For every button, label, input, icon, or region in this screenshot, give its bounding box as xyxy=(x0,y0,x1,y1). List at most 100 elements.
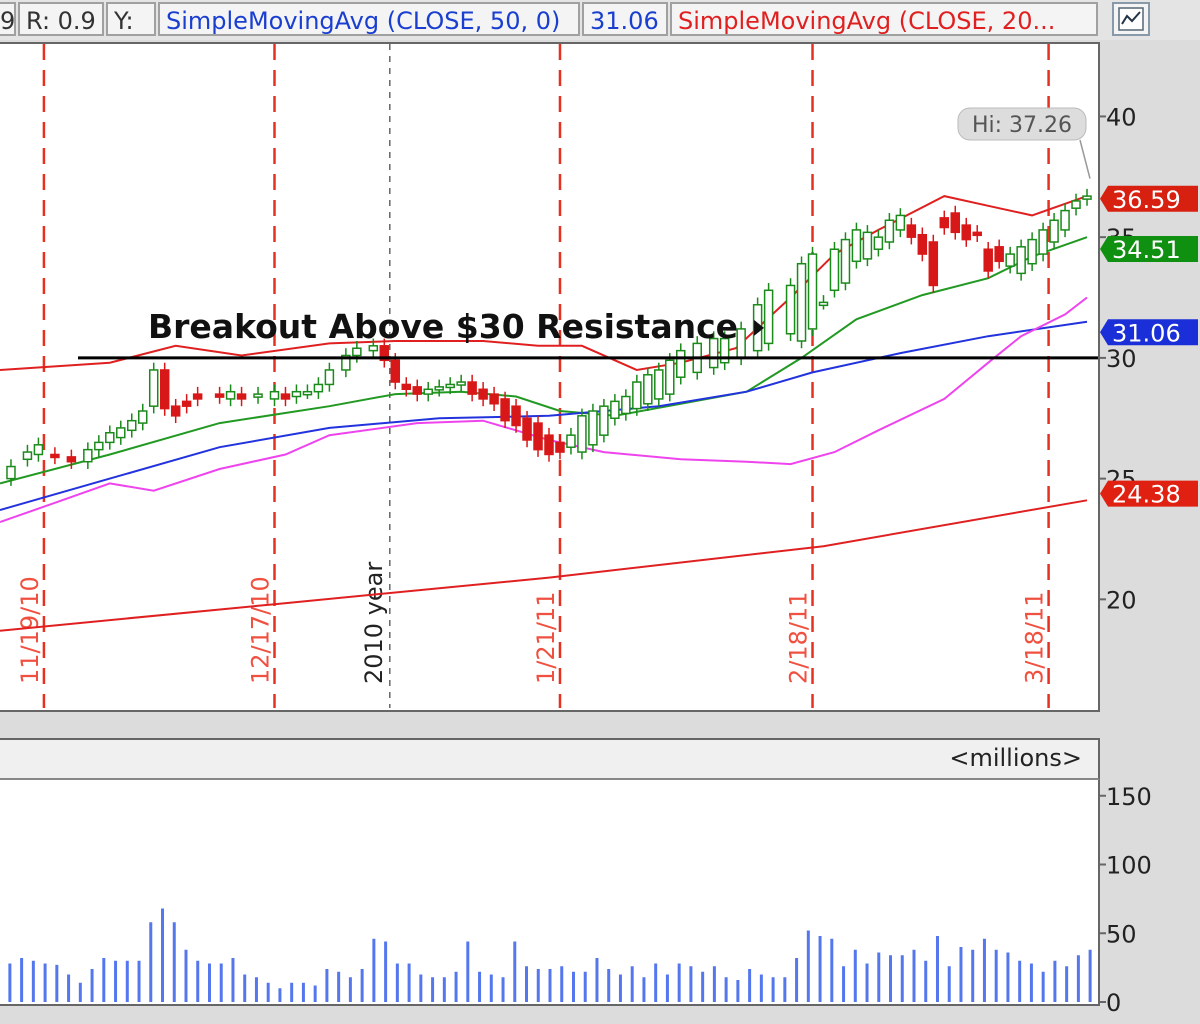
y-tick-label: 20 xyxy=(1106,586,1137,614)
candle xyxy=(445,383,455,389)
candle xyxy=(928,241,939,287)
price-chart-frame[interactable] xyxy=(0,42,1100,712)
candle xyxy=(159,369,170,410)
candle xyxy=(302,390,313,396)
volume-chart-frame[interactable] xyxy=(0,780,1100,1006)
candle xyxy=(917,233,928,255)
candle xyxy=(412,386,422,395)
candle xyxy=(1082,195,1092,200)
y-tick-label: 30 xyxy=(1106,345,1137,373)
candle xyxy=(972,231,982,237)
candle xyxy=(862,231,873,260)
price-tag-label: 24.38 xyxy=(1112,481,1181,509)
date-marker-label: 12/17/10 xyxy=(247,576,275,684)
toolbar-cell-r: R: 0.9 xyxy=(18,2,104,36)
candle xyxy=(522,417,532,441)
hi-label-pointer xyxy=(1079,139,1091,179)
candle xyxy=(566,434,576,448)
y-tick-label: 40 xyxy=(1106,103,1137,131)
series-line xyxy=(0,195,1088,372)
volume-header: <millions> xyxy=(0,738,1100,780)
candle xyxy=(225,390,236,400)
candle xyxy=(763,289,774,345)
candle xyxy=(873,236,884,250)
candle xyxy=(390,359,401,383)
candle xyxy=(148,369,159,407)
candle xyxy=(94,441,104,451)
candle xyxy=(654,369,664,400)
candle xyxy=(33,444,44,456)
series-line xyxy=(0,296,1088,524)
candle xyxy=(6,465,16,480)
date-marker-label: 3/18/11 xyxy=(1021,591,1049,684)
candle xyxy=(994,246,1004,263)
candle xyxy=(676,349,686,378)
chart-style-icon xyxy=(1118,7,1144,31)
price-tag-label: 36.59 xyxy=(1112,186,1181,214)
toolbar-sma50-label[interactable]: SimpleMovingAvg (CLOSE, 50, 0) xyxy=(158,2,580,36)
volume-y-tick-label: 50 xyxy=(1106,920,1137,948)
candle xyxy=(1071,200,1081,209)
candle xyxy=(83,448,93,463)
price-tag xyxy=(1100,235,1198,262)
candle xyxy=(22,451,33,461)
candle xyxy=(1049,219,1059,243)
candle xyxy=(785,284,796,335)
candle xyxy=(736,328,746,359)
volume-y-tick-label: 150 xyxy=(1106,783,1152,811)
date-marker-label: 11/19/10 xyxy=(16,576,44,684)
toolbar-sma50-value: 31.06 xyxy=(582,2,668,36)
candle xyxy=(719,337,730,364)
candle xyxy=(401,383,412,391)
candle xyxy=(500,398,510,422)
candle xyxy=(192,393,203,400)
candle xyxy=(621,395,631,415)
chart-style-button[interactable] xyxy=(1112,2,1150,36)
candle xyxy=(588,410,598,446)
candle xyxy=(170,405,181,417)
volume-y-tick-label: 100 xyxy=(1106,852,1152,880)
series-line xyxy=(0,236,1088,485)
price-tag-label: 34.51 xyxy=(1112,236,1181,264)
volume-y-tick-label: 0 xyxy=(1106,989,1121,1017)
candle xyxy=(50,453,60,459)
candle xyxy=(1060,209,1070,231)
candle xyxy=(434,386,444,391)
volume-unit-label: <millions> xyxy=(949,744,1082,772)
candle xyxy=(467,381,477,395)
candle xyxy=(544,434,554,456)
candle xyxy=(829,248,840,292)
breakout-annotation: Breakout Above $30 Resistance xyxy=(148,307,738,346)
price-plot-area: 11/19/10 12/17/10 1/21/11 2/18/11 3/18/11 201… xyxy=(0,44,1092,708)
candle xyxy=(236,393,247,400)
candle xyxy=(818,301,829,307)
candle xyxy=(851,229,862,263)
candle xyxy=(253,393,263,398)
candle xyxy=(610,400,620,420)
price-tag xyxy=(1100,185,1198,212)
candle xyxy=(313,383,324,393)
date-marker-label: 2/18/11 xyxy=(785,591,813,684)
candle xyxy=(961,224,971,241)
candle xyxy=(269,390,280,400)
date-marker-label: 1/21/11 xyxy=(532,591,560,684)
candle xyxy=(341,354,351,371)
candle xyxy=(379,345,390,362)
candle xyxy=(906,224,917,238)
candle xyxy=(665,359,675,395)
hi-label: Hi: 37.26 xyxy=(972,113,1072,138)
indicator-toolbar: 9 R: 0.9 Y: SimpleMovingAvg (CLOSE, 50, … xyxy=(0,0,1200,40)
candle xyxy=(884,219,895,243)
candle xyxy=(478,388,488,400)
candle xyxy=(511,405,521,427)
toolbar-sma20-label[interactable]: SimpleMovingAvg (CLOSE, 20... xyxy=(670,2,1098,36)
toolbar-cell-y: Y: xyxy=(106,2,156,36)
candle xyxy=(1027,238,1037,265)
price-tag xyxy=(1100,319,1198,346)
candle xyxy=(939,217,950,229)
candle xyxy=(105,431,115,444)
candle xyxy=(1005,253,1015,267)
candle xyxy=(840,238,851,284)
candle xyxy=(280,393,291,400)
